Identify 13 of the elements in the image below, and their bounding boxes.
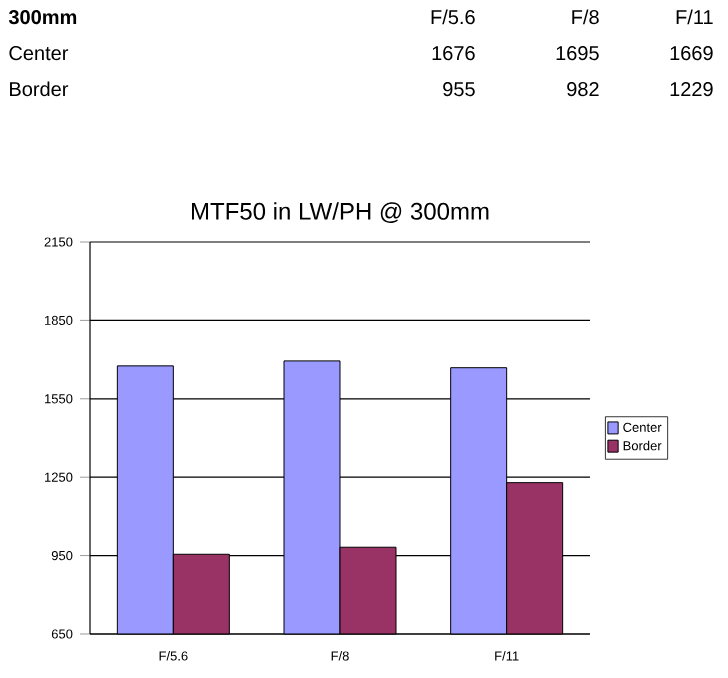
text: 982 (567, 82, 599, 97)
text: 1669 (670, 46, 713, 61)
text: 955 (443, 82, 475, 97)
text: Center (9, 46, 69, 61)
text: 1695 (556, 46, 599, 61)
text: 1676 (432, 46, 475, 61)
chart-title: MTF50 in LW/PH @ 300mm (191, 202, 489, 223)
text: F/11 (676, 9, 713, 25)
text: 1229 (670, 82, 713, 97)
text: F/5.6 (431, 9, 475, 25)
text: F/8 (572, 9, 599, 25)
text: Border (10, 81, 69, 97)
text: 300mm (8, 10, 77, 25)
